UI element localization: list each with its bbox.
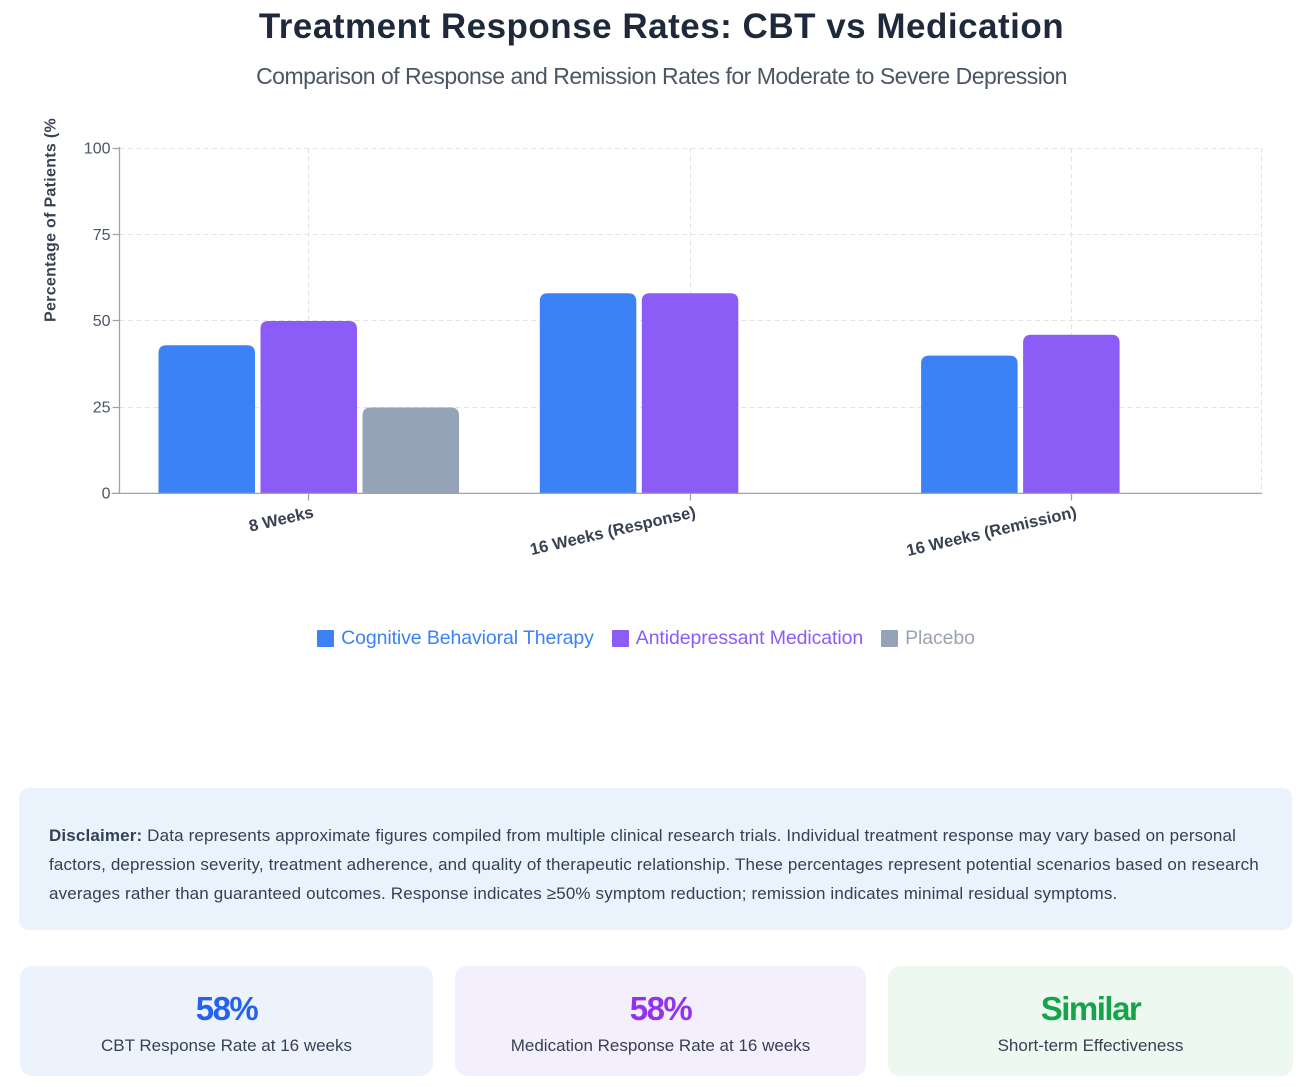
svg-text:8 Weeks: 8 Weeks [247,503,315,535]
svg-text:100: 100 [84,141,111,158]
svg-text:50: 50 [93,313,111,330]
svg-text:0: 0 [102,486,111,503]
svg-text:Percentage of Patients (%: Percentage of Patients (% [43,118,60,322]
svg-text:16 Weeks (Response): 16 Weeks (Response) [528,503,697,559]
svg-text:25: 25 [93,399,111,416]
svg-text:75: 75 [93,227,111,244]
svg-text:16 Weeks (Remission): 16 Weeks (Remission) [905,503,1079,560]
